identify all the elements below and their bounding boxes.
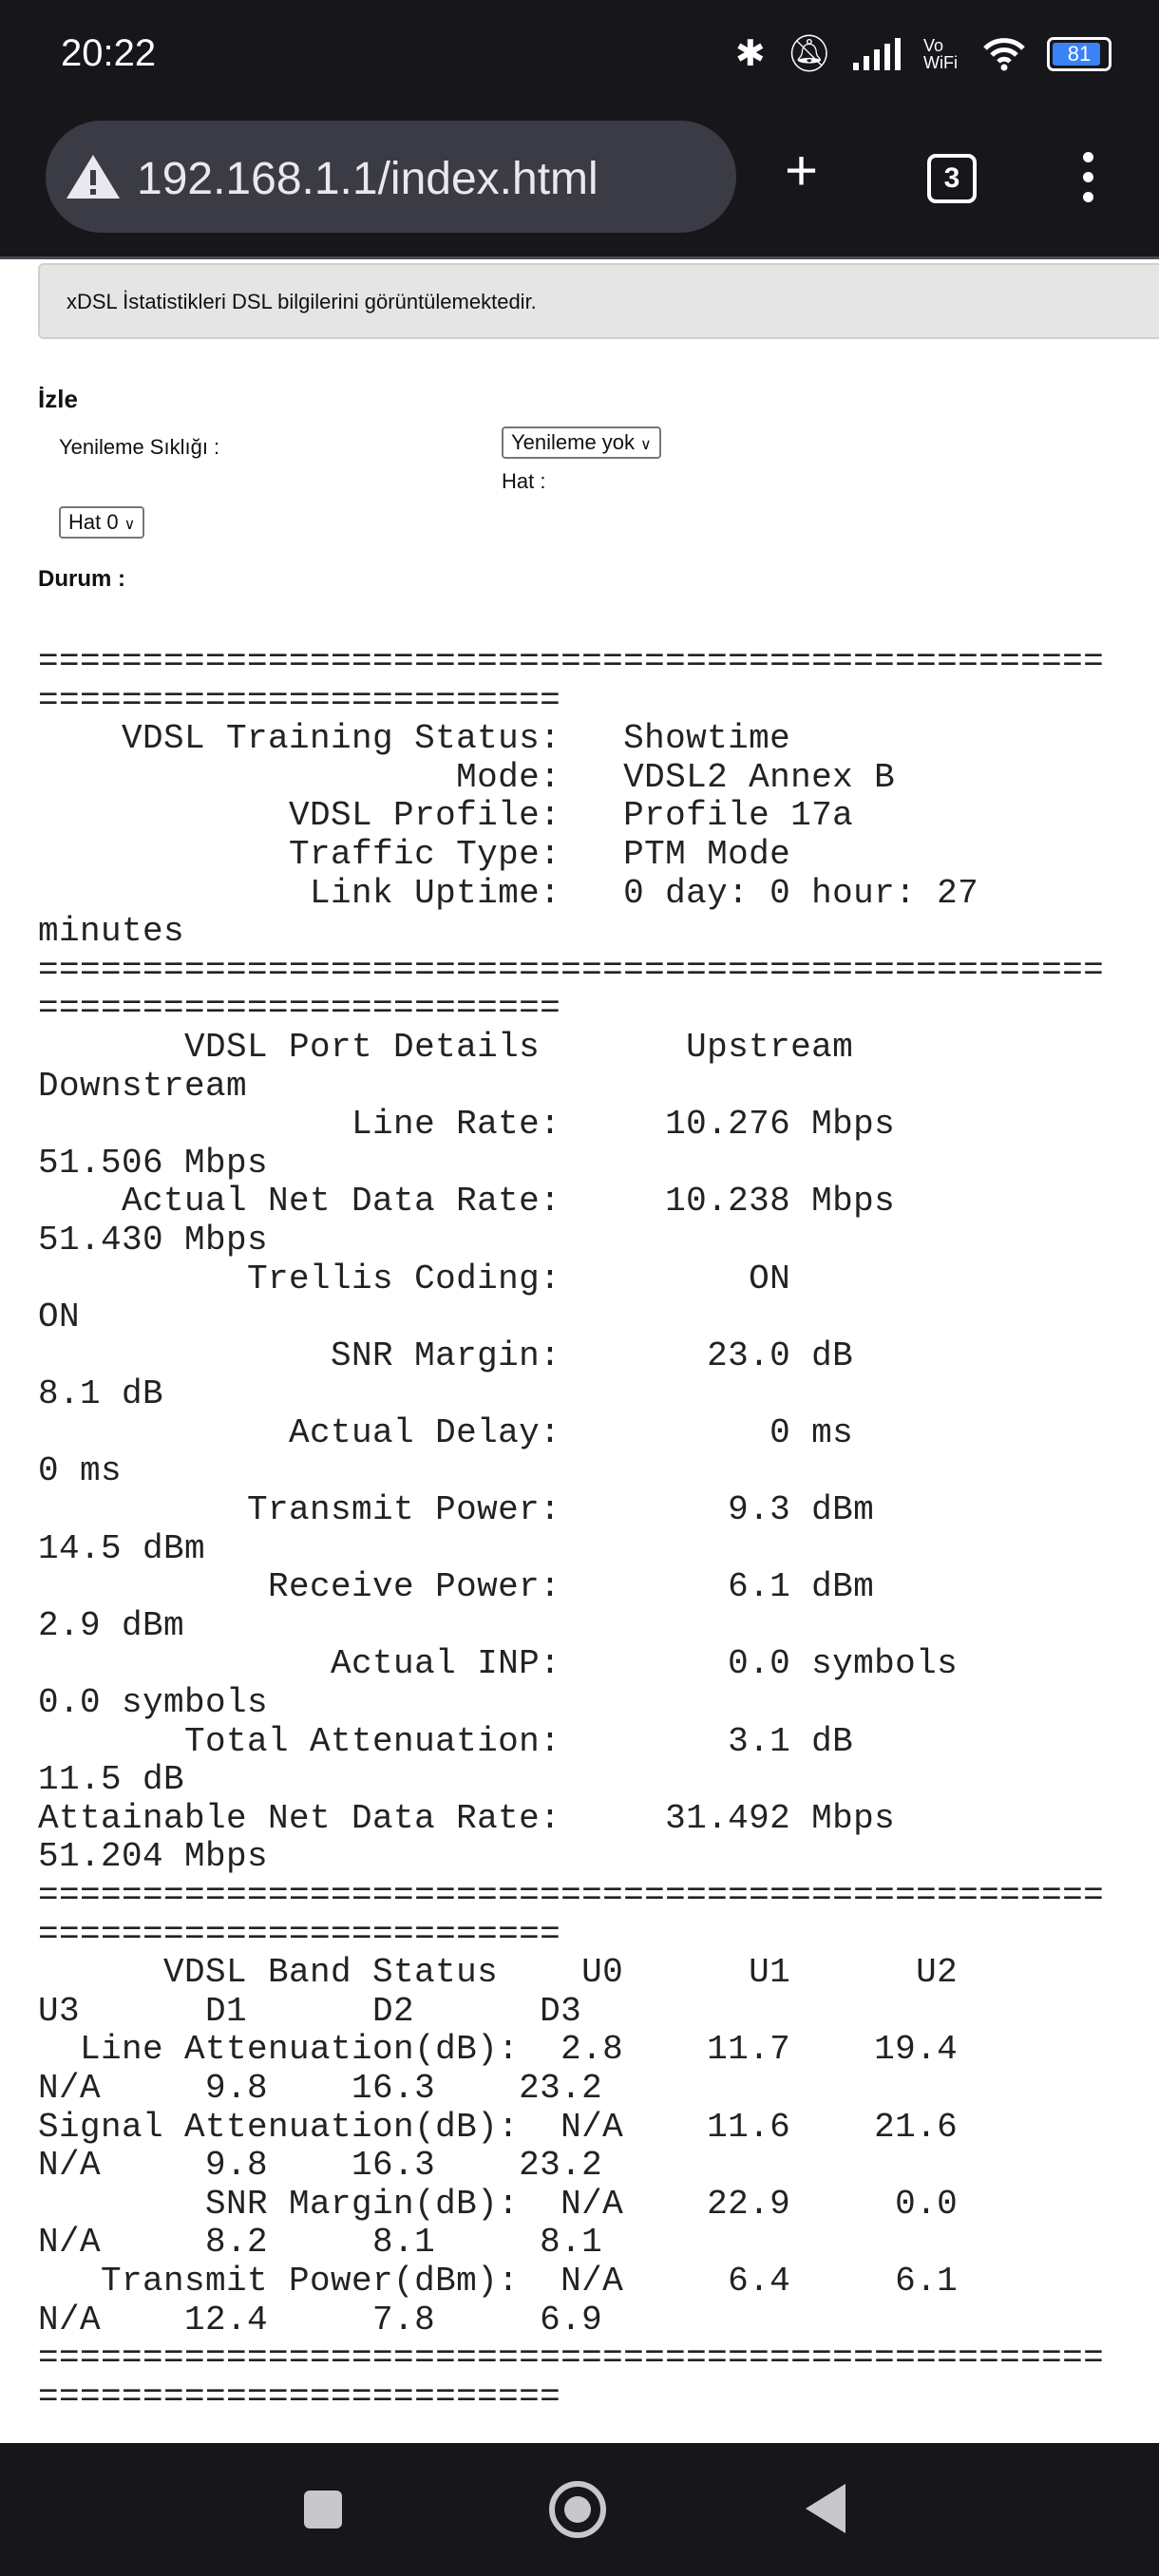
stats-line: 0.0 symbols	[38, 1683, 269, 1723]
url-text[interactable]: 192.168.1.1/index.html	[137, 154, 598, 204]
stats-line: ON	[38, 1297, 81, 1337]
stats-line: =========================	[38, 2377, 561, 2416]
stats-line: 2.9 dBm	[38, 1605, 185, 1645]
refresh-value: Yenileme yok	[511, 430, 636, 454]
clock: 20:22	[61, 32, 157, 74]
stats-line: Transmit Power: 9.3 dBm	[38, 1490, 875, 1530]
menu-icon[interactable]	[1083, 152, 1094, 212]
stats-line: ========================================…	[38, 1876, 1105, 1915]
vowifi-icon: Vo WiFi	[923, 35, 958, 72]
stats-line: minutes	[38, 912, 185, 952]
stats-line: =========================	[38, 989, 561, 1029]
stats-line: Downstream	[38, 1066, 248, 1106]
chevron-down-icon: ∨	[640, 437, 652, 453]
stats-line: =========================	[38, 680, 561, 720]
stats-line: VDSL Profile: Profile 17a	[38, 796, 854, 836]
stats-line: SNR Margin: 23.0 dB	[38, 1335, 854, 1375]
signal-icon	[853, 37, 901, 70]
stats-line: 51.204 Mbps	[38, 1837, 269, 1877]
stats-line: Traffic Type: PTM Mode	[38, 834, 791, 874]
stats-line: Transmit Power(dBm): N/A 6.4 6.1	[38, 2261, 959, 2301]
info-banner: xDSL İstatistikleri DSL bilgilerini görü…	[38, 263, 1159, 339]
stats-line: N/A 9.8 16.3 23.2	[38, 2068, 603, 2108]
address-bar[interactable]: 192.168.1.1/index.html	[46, 121, 736, 233]
stats-line: 0 ms	[38, 1451, 123, 1491]
stats-line: U3 D1 D2 D3	[38, 1991, 582, 2031]
stats-line: N/A 12.4 7.8 6.9	[38, 2300, 603, 2339]
recents-button[interactable]	[304, 2491, 342, 2529]
stats-line: VDSL Band Status U0 U1 U2	[38, 1953, 959, 1993]
stats-line: N/A 8.2 8.1 8.1	[38, 2223, 603, 2263]
battery-level: 81	[1067, 41, 1092, 66]
divider	[0, 256, 1159, 259]
stats-line: 14.5 dBm	[38, 1528, 206, 1568]
section-title: İzle	[38, 385, 78, 413]
stats-line: ========================================…	[38, 642, 1105, 681]
stats-line: Link Uptime: 0 day: 0 hour: 27	[38, 873, 979, 913]
bluetooth-icon: ✱	[734, 34, 766, 74]
chevron-down-icon: ∨	[124, 517, 136, 533]
stats-line: N/A 9.8 16.3 23.2	[38, 2146, 603, 2186]
stats-line: 51.506 Mbps	[38, 1143, 269, 1183]
stats-line: Actual Net Data Rate: 10.238 Mbps	[38, 1182, 896, 1222]
tab-switcher-button[interactable]: 3	[927, 154, 977, 203]
stats-line: Receive Power: 6.1 dBm	[38, 1567, 875, 1607]
stats-line: VDSL Port Details Upstream	[38, 1027, 854, 1067]
info-text: xDSL İstatistikleri DSL bilgilerini görü…	[66, 290, 537, 313]
stats-line: =========================	[38, 1914, 561, 1954]
stats-line: 8.1 dB	[38, 1374, 164, 1414]
stats-line: 51.430 Mbps	[38, 1220, 269, 1260]
home-button[interactable]	[549, 2481, 606, 2538]
status-label: Durum :	[38, 566, 125, 592]
stats-line: Attainable Net Data Rate: 31.492 Mbps	[38, 1798, 896, 1838]
stats-line: Actual INP: 0.0 symbols	[38, 1644, 959, 1684]
stats-line: ========================================…	[38, 2339, 1105, 2378]
line-value: Hat 0	[68, 510, 119, 534]
bell-off-icon: 🔕︎	[786, 33, 832, 74]
wifi-icon	[983, 37, 1025, 70]
stats-line: Actual Delay: 0 ms	[38, 1412, 854, 1452]
refresh-select[interactable]: Yenileme yok ∨	[502, 426, 661, 459]
stats-line: Mode: VDSL2 Annex B	[38, 757, 896, 797]
battery-icon: 81	[1047, 36, 1112, 71]
stats-line: 11.5 dB	[38, 1760, 185, 1800]
new-tab-button[interactable]: +	[785, 139, 819, 202]
stats-line: SNR Margin(dB): N/A 22.9 0.0	[38, 2184, 959, 2224]
dsl-stats-text: ========================= ===============…	[38, 642, 1105, 2416]
stats-line: Trellis Coding: ON	[38, 1259, 791, 1298]
warning-icon[interactable]	[65, 153, 122, 200]
browser-toolbar: 192.168.1.1/index.html + 3	[0, 104, 1159, 256]
line-select[interactable]: Hat 0 ∨	[59, 506, 145, 539]
stats-line: Signal Attenuation(dB): N/A 11.6 21.6	[38, 2107, 959, 2147]
line-label: Hat :	[502, 469, 546, 493]
stats-line: Line Rate: 10.276 Mbps	[38, 1105, 896, 1145]
stats-line: ========================================…	[38, 950, 1105, 990]
navigation-bar	[0, 2443, 1159, 2576]
stats-line: VDSL Training Status: Showtime	[38, 719, 791, 759]
back-button[interactable]	[806, 2484, 846, 2533]
refresh-label: Yenileme Sıklığı :	[59, 435, 220, 459]
stats-line: Total Attenuation: 3.1 dB	[38, 1721, 854, 1761]
stats-line: Line Attenuation(dB): 2.8 11.7 19.4	[38, 2030, 959, 2070]
